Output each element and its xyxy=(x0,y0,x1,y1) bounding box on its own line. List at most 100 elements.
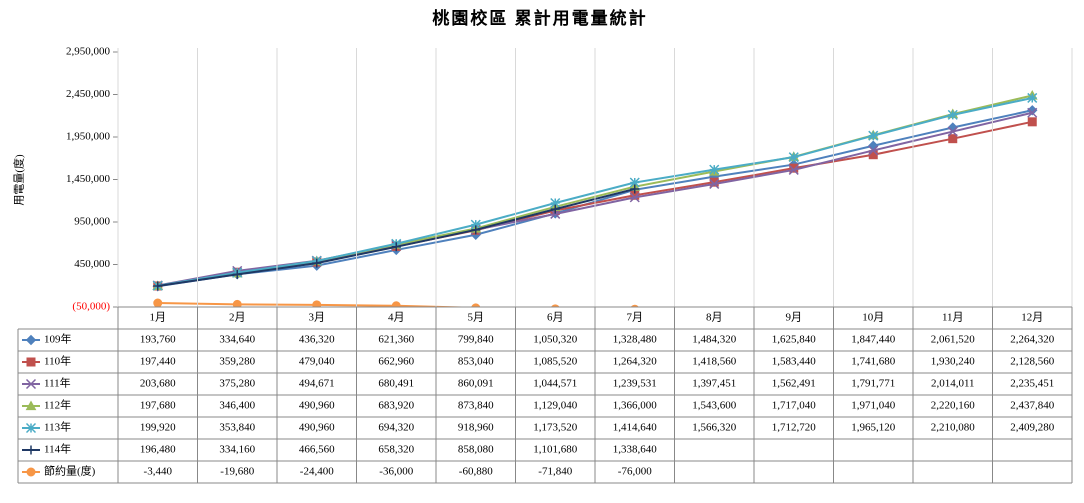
marker xyxy=(312,258,322,268)
table-cell: 1,741,680 xyxy=(851,356,896,368)
table-cell: 694,320 xyxy=(378,422,414,434)
table-cell: 199,920 xyxy=(140,422,176,434)
marker xyxy=(25,334,37,346)
table-cell: 1,101,680 xyxy=(533,444,578,456)
table-cell: 2,437,840 xyxy=(1010,400,1055,412)
y-tick-label: (50,000) xyxy=(72,301,110,313)
table-cell: 621,360 xyxy=(378,334,414,346)
legend-label: 111年 xyxy=(44,376,71,390)
table-cell: 353,840 xyxy=(219,422,255,434)
table-cell: 490,960 xyxy=(299,400,335,412)
marker xyxy=(471,225,481,235)
marker xyxy=(26,445,36,455)
table-cell: -3,440 xyxy=(144,466,173,478)
table-cell: 479,040 xyxy=(299,356,335,368)
table-cell: 1,366,000 xyxy=(613,400,658,412)
marker xyxy=(947,126,958,137)
y-tick-label: 450,000 xyxy=(74,258,110,270)
marker xyxy=(25,422,37,434)
marker xyxy=(550,204,560,214)
table-cell: 662,960 xyxy=(378,356,414,368)
marker xyxy=(26,467,36,477)
table-cell: 2,210,080 xyxy=(931,422,976,434)
legend-label: 110年 xyxy=(44,354,71,368)
x-tick-label: 12月 xyxy=(1021,312,1043,324)
marker xyxy=(709,177,719,187)
y-axis-label: 用電量(度) xyxy=(12,154,26,206)
y-tick-label: 950,000 xyxy=(74,216,110,228)
table-cell: 1,625,840 xyxy=(772,334,817,346)
marker xyxy=(153,298,163,307)
table-cell: 2,220,160 xyxy=(931,400,976,412)
legend-label: 節約量(度) xyxy=(44,464,96,478)
table-cell: 203,680 xyxy=(140,378,176,390)
table-cell: 196,480 xyxy=(140,444,176,456)
table-cell: 853,040 xyxy=(458,356,494,368)
table-cell: 1,566,320 xyxy=(692,422,737,434)
table-cell: 1,414,640 xyxy=(613,422,658,434)
table-cell: 375,280 xyxy=(219,378,255,390)
marker xyxy=(25,378,37,390)
marker xyxy=(471,303,481,307)
marker xyxy=(312,300,322,307)
table-cell: -76,000 xyxy=(618,466,652,478)
table-cell: 490,960 xyxy=(299,422,335,434)
table-cell: 1,397,451 xyxy=(692,378,736,390)
x-tick-label: 10月 xyxy=(862,312,884,324)
table-cell: 466,560 xyxy=(299,444,335,456)
table-cell: 680,491 xyxy=(378,378,414,390)
table-cell: 193,760 xyxy=(140,334,176,346)
x-tick-label: 2月 xyxy=(229,312,246,324)
marker xyxy=(391,242,401,252)
table-cell: 1,239,531 xyxy=(613,378,657,390)
table-cell: 2,128,560 xyxy=(1010,356,1055,368)
table-cell: 359,280 xyxy=(219,356,255,368)
x-tick-label: 7月 xyxy=(627,312,644,324)
table-cell: 2,235,451 xyxy=(1010,378,1054,390)
marker xyxy=(947,109,958,120)
x-tick-label: 8月 xyxy=(706,312,723,324)
table-cell: 334,160 xyxy=(219,444,255,456)
marker xyxy=(153,281,163,291)
table-cell: 346,400 xyxy=(219,400,255,412)
x-tick-label: 6月 xyxy=(547,312,564,324)
table-cell: -24,400 xyxy=(300,466,334,478)
table-cell: 2,264,320 xyxy=(1010,334,1055,346)
table-cell: 1,712,720 xyxy=(772,422,817,434)
table-cell: 1,583,440 xyxy=(772,356,817,368)
y-tick-label: 1,450,000 xyxy=(66,173,111,185)
marker xyxy=(629,177,640,188)
legend-label: 114年 xyxy=(44,442,71,456)
table-cell: 1,543,600 xyxy=(692,400,737,412)
table-cell: 860,091 xyxy=(458,378,494,390)
marker xyxy=(948,134,958,144)
marker xyxy=(629,192,640,203)
y-tick-label: 1,950,000 xyxy=(66,131,111,143)
x-tick-label: 5月 xyxy=(468,312,485,324)
marker xyxy=(232,299,242,307)
table-cell: 494,671 xyxy=(299,378,335,390)
x-tick-label: 4月 xyxy=(388,312,405,324)
table-cell: 2,014,011 xyxy=(931,378,975,390)
y-tick-label: 2,950,000 xyxy=(66,46,111,58)
marker xyxy=(868,145,879,156)
table-cell: 1,129,040 xyxy=(533,400,578,412)
x-tick-label: 11月 xyxy=(942,312,964,324)
marker xyxy=(709,178,720,189)
marker xyxy=(551,304,560,307)
table-cell: 1,965,120 xyxy=(851,422,896,434)
legend-label: 113年 xyxy=(44,420,71,434)
table-cell: 1,791,771 xyxy=(851,378,895,390)
marker xyxy=(25,400,37,411)
table-cell: 1,328,480 xyxy=(613,334,658,346)
table-cell: 1,484,320 xyxy=(692,334,737,346)
table-cell: 1,971,040 xyxy=(851,400,896,412)
table-cell: 683,920 xyxy=(378,400,414,412)
table-cell: -60,880 xyxy=(459,466,493,478)
table-cell: 1,050,320 xyxy=(533,334,578,346)
marker xyxy=(1027,117,1037,127)
marker xyxy=(26,357,36,367)
marker xyxy=(630,184,640,194)
marker xyxy=(391,301,401,307)
table-cell: 436,320 xyxy=(299,334,335,346)
